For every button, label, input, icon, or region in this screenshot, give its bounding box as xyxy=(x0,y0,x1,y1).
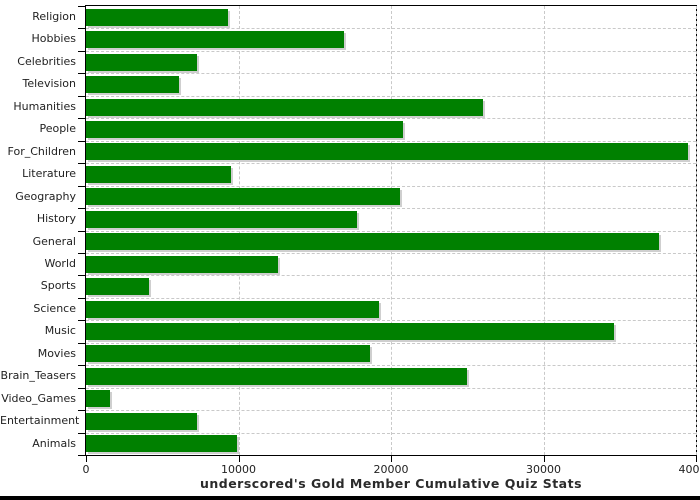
category-label-literature: Literature xyxy=(22,167,76,181)
vertical-gridline xyxy=(696,6,697,455)
horizontal-gridline xyxy=(86,387,696,389)
y-tick xyxy=(78,73,85,75)
y-tick xyxy=(78,95,85,97)
y-tick xyxy=(78,252,85,254)
category-label-hobbies: Hobbies xyxy=(31,32,76,46)
bar-history xyxy=(86,210,358,228)
bottom-border-strip xyxy=(0,496,700,500)
x-tick-label: 20000 xyxy=(373,463,409,476)
category-label-sports: Sports xyxy=(40,279,76,293)
horizontal-gridline xyxy=(86,28,696,30)
horizontal-gridline xyxy=(86,275,696,277)
bar-hobbies xyxy=(86,31,344,49)
horizontal-gridline xyxy=(86,252,696,254)
bar-music xyxy=(86,323,614,341)
y-tick xyxy=(78,387,85,389)
bar-science xyxy=(86,300,379,318)
horizontal-gridline xyxy=(86,50,696,52)
category-label-history: History xyxy=(36,212,76,226)
y-tick xyxy=(78,342,85,344)
y-tick xyxy=(78,432,85,434)
y-tick xyxy=(78,140,85,142)
horizontal-gridline xyxy=(86,410,696,412)
horizontal-gridline xyxy=(86,297,696,299)
y-tick xyxy=(78,50,85,52)
y-tick xyxy=(78,365,85,367)
bar-world xyxy=(86,255,279,273)
x-tick-label: 0 xyxy=(82,463,90,476)
category-label-geography: Geography xyxy=(15,189,76,203)
category-label-general: General xyxy=(32,234,76,248)
y-tick xyxy=(78,297,85,299)
horizontal-gridline xyxy=(86,118,696,120)
category-label-movies: Movies xyxy=(37,346,76,360)
category-label-religion: Religion xyxy=(32,10,76,23)
y-tick xyxy=(78,320,85,322)
category-label-entertainment: Entertainment xyxy=(0,414,80,428)
x-tick xyxy=(391,456,392,462)
bar-entertainment xyxy=(86,412,197,430)
y-tick xyxy=(78,410,85,412)
bar-television xyxy=(86,76,180,94)
y-tick xyxy=(78,275,85,277)
horizontal-gridline xyxy=(86,208,696,210)
category-label-celebrities: Celebrities xyxy=(17,54,76,68)
category-label-humanities: Humanities xyxy=(13,99,76,113)
x-tick-label: 40000 xyxy=(678,463,700,476)
horizontal-gridline xyxy=(86,432,696,434)
bar-video_games xyxy=(86,390,111,408)
y-tick xyxy=(78,455,85,456)
y-tick xyxy=(78,28,85,30)
horizontal-gridline xyxy=(86,140,696,142)
bar-sports xyxy=(86,278,149,296)
horizontal-gridline xyxy=(86,95,696,97)
bar-movies xyxy=(86,345,370,363)
x-tick xyxy=(238,456,240,462)
chart-title: underscored's Gold Member Cumulative Qui… xyxy=(199,476,583,491)
bar-people xyxy=(86,120,404,138)
x-tick-label: 30000 xyxy=(526,463,561,476)
y-tick xyxy=(78,185,85,187)
category-label-animals: Animals xyxy=(32,436,76,450)
bar-brain_teasers xyxy=(86,367,468,385)
x-tick xyxy=(86,456,87,462)
category-label-television: Television xyxy=(22,77,77,91)
category-label-people: People xyxy=(39,122,76,136)
horizontal-gridline xyxy=(86,320,696,322)
y-tick xyxy=(78,163,85,165)
category-label-science: Science xyxy=(33,301,76,315)
x-tick xyxy=(543,456,545,462)
horizontal-gridline xyxy=(86,230,696,232)
y-tick xyxy=(78,6,85,7)
x-tick-label: 10000 xyxy=(221,463,256,476)
category-label-world: World xyxy=(44,256,76,270)
x-tick xyxy=(696,456,697,462)
horizontal-gridline xyxy=(86,365,696,367)
horizontal-gridline xyxy=(86,185,696,187)
category-label-music: Music xyxy=(44,324,76,338)
horizontal-gridline xyxy=(86,342,696,344)
bar-humanities xyxy=(86,98,483,116)
category-label-brain_teasers: Brain_Teasers xyxy=(0,369,76,383)
horizontal-gridline xyxy=(86,73,696,75)
y-tick xyxy=(78,230,85,232)
bar-celebrities xyxy=(86,53,197,71)
bar-for_children xyxy=(86,143,689,161)
plot-area xyxy=(85,5,697,456)
category-label-video_games: Video_Games xyxy=(1,391,76,405)
bar-geography xyxy=(86,188,401,206)
category-label-for_children: For_Children xyxy=(7,144,76,158)
y-tick xyxy=(78,118,85,120)
bar-religion xyxy=(86,8,228,26)
bar-literature xyxy=(86,165,231,183)
bar-animals xyxy=(86,435,237,453)
bar-general xyxy=(86,233,660,251)
horizontal-gridline xyxy=(86,163,696,165)
y-tick xyxy=(78,208,85,210)
